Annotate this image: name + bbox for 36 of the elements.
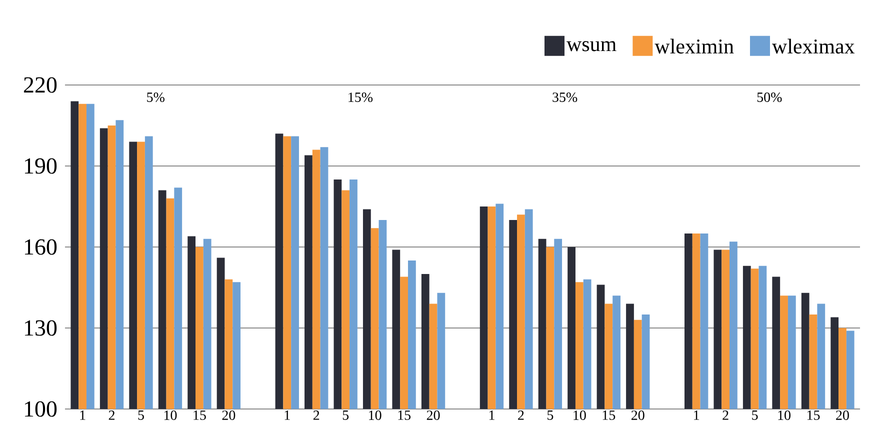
annotation: 50% bbox=[757, 92, 782, 102]
x-tick-label: 1 bbox=[489, 410, 494, 420]
y-tick-label: 100 bbox=[24, 401, 57, 417]
y-tick-label: 130 bbox=[24, 320, 57, 336]
annotation: 5% bbox=[147, 92, 164, 102]
x-tick-label: 15 bbox=[602, 410, 616, 420]
annotation: 15% bbox=[348, 92, 373, 102]
x-tick-label: 1 bbox=[694, 410, 699, 420]
annotation: 35% bbox=[552, 92, 578, 102]
x-tick-label: 10 bbox=[369, 410, 382, 420]
y-tick-label: 160 bbox=[24, 239, 57, 255]
x-tick-label: 15 bbox=[807, 410, 820, 420]
x-tick-label: 20 bbox=[222, 410, 236, 420]
legend-label: wsum bbox=[566, 41, 616, 52]
x-tick-label: 10 bbox=[574, 410, 586, 420]
x-tick-label: 5 bbox=[342, 410, 349, 420]
legend-label: wleximax bbox=[772, 38, 855, 54]
x-tick-label: 20 bbox=[836, 410, 849, 420]
x-tick-label: 10 bbox=[778, 410, 790, 420]
legend-label: wleximin bbox=[654, 38, 734, 54]
x-tick-label: 15 bbox=[398, 410, 411, 420]
x-tick-label: 1 bbox=[80, 410, 86, 420]
x-tick-label: 5 bbox=[548, 410, 554, 420]
x-tick-label: 20 bbox=[631, 410, 644, 420]
x-tick-label: 2 bbox=[518, 410, 524, 420]
x-tick-label: 5 bbox=[752, 410, 758, 420]
x-tick-label: 2 bbox=[108, 410, 114, 420]
x-tick-label: 20 bbox=[426, 410, 440, 420]
x-tick-label: 1 bbox=[284, 410, 290, 420]
x-tick-label: 10 bbox=[164, 410, 177, 420]
x-tick-label: 15 bbox=[194, 410, 206, 420]
y-tick-label: 220 bbox=[24, 77, 57, 93]
x-tick-label: 5 bbox=[138, 410, 144, 420]
x-tick-label: 2 bbox=[722, 410, 728, 420]
y-tick-label: 190 bbox=[24, 158, 57, 174]
x-tick-label: 2 bbox=[313, 410, 320, 420]
